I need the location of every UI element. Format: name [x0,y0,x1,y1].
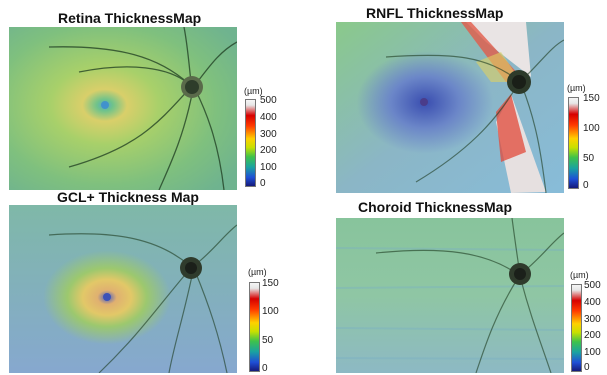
rnfl-panel: RNFL ThicknessMap [320,0,607,195]
gcl-tick-label: 0 [262,363,268,374]
retina-thickness-map [9,27,237,190]
rnfl-unit-label: (µm) [567,83,586,93]
rnfl-tick-label: 0 [583,180,589,191]
rnfl-thickness-map [336,22,564,193]
gcl-thickness-map [9,205,237,373]
choroid-panel: Choroid ThicknessMap [320,193,607,375]
retina-unit-label: (µm) [244,86,263,96]
retina-tick-label: 200 [260,145,277,156]
rnfl-title: RNFL ThicknessMap [366,5,504,21]
choroid-title: Choroid ThicknessMap [358,199,513,215]
choroid-tick-label: 400 [584,297,601,308]
gcl-tick-label: 50 [262,335,274,346]
rnfl-colorbar [568,97,579,189]
retina-tick-label: 0 [260,178,266,189]
retina-title: Retina ThicknessMap [58,10,202,26]
retina-tick-label: 500 [260,95,277,106]
gcl-unit-label: (µm) [248,267,267,277]
choroid-tick-label: 100 [584,347,601,358]
choroid-tick-label: 300 [584,314,601,325]
retina-tick-label: 100 [260,162,277,173]
choroid-unit-label: (µm) [570,270,589,280]
retina-tick-label: 300 [260,129,277,140]
choroid-thickness-map [336,218,564,373]
choroid-tick-label: 200 [584,330,601,341]
gcl-tick-label: 100 [262,306,279,317]
gcl-tick-label: 150 [262,278,279,289]
rnfl-tick-label: 150 [583,93,600,104]
retina-tick-label: 400 [260,112,277,123]
rnfl-tick-label: 50 [583,153,595,164]
choroid-tick-label: 500 [584,280,601,291]
gcl-panel: GCL+ Thickness Map [0,188,300,375]
choroid-colorbar [571,284,582,372]
gcl-colorbar [249,282,260,372]
rnfl-tick-label: 100 [583,123,600,134]
retina-panel: Retina ThicknessMap [0,0,300,190]
choroid-tick-label: 0 [584,362,590,373]
gcl-title: GCL+ Thickness Map [57,189,199,205]
retina-colorbar [245,99,256,187]
